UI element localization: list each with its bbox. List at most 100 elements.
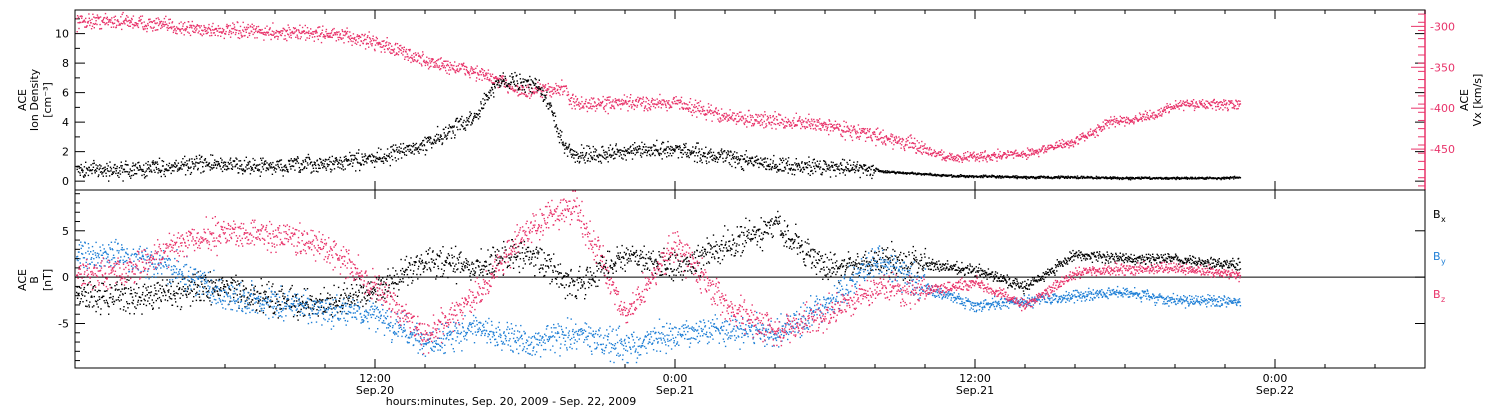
- data-point: [492, 82, 495, 84]
- data-point: [548, 88, 550, 90]
- data-point: [594, 151, 597, 153]
- data-point: [940, 174, 942, 177]
- data-point: [260, 29, 262, 32]
- data-point: [202, 162, 205, 164]
- data-point: [157, 168, 160, 170]
- data-point: [1089, 128, 1092, 130]
- data-point: [785, 158, 787, 160]
- data-point: [456, 68, 459, 70]
- data-point: [858, 136, 860, 138]
- data-point: [521, 86, 524, 89]
- data-point: [141, 22, 143, 24]
- data-point: [923, 145, 925, 147]
- data-point: [964, 176, 967, 179]
- data-point: [941, 153, 944, 155]
- data-point: [891, 170, 893, 173]
- data-point: [965, 176, 968, 178]
- data-point: [597, 156, 599, 159]
- data-point: [697, 155, 699, 157]
- data-point: [778, 170, 780, 172]
- data-point: [605, 104, 607, 107]
- data-point: [301, 164, 303, 166]
- data-point: [1117, 122, 1119, 124]
- data-point: [137, 162, 139, 164]
- data-point: [81, 17, 83, 19]
- data-point: [648, 107, 650, 109]
- data-point: [751, 162, 753, 165]
- data-point: [127, 164, 129, 166]
- data-point: [543, 90, 545, 92]
- data-point: [149, 18, 151, 20]
- data-point: [331, 36, 333, 39]
- data-point: [1016, 154, 1018, 157]
- data-point: [584, 102, 586, 105]
- data-point: [249, 173, 252, 175]
- data-point: [590, 157, 593, 159]
- data-point: [404, 58, 406, 60]
- data-point: [286, 29, 288, 32]
- data-point: [1111, 177, 1114, 179]
- data-point: [862, 172, 864, 174]
- data-point: [708, 152, 711, 154]
- data-point: [427, 140, 429, 142]
- data-point: [1107, 119, 1109, 122]
- data-point: [866, 128, 869, 130]
- data-point: [409, 144, 411, 147]
- data-point: [945, 175, 947, 177]
- data-point: [1116, 177, 1118, 179]
- data-point: [331, 169, 333, 171]
- data-point: [1105, 119, 1107, 121]
- data-point: [1206, 106, 1208, 108]
- data-point: [613, 107, 616, 110]
- data-point: [844, 139, 846, 141]
- data-point: [647, 146, 649, 149]
- data-point: [977, 153, 979, 155]
- data-point: [187, 166, 189, 168]
- data-point: [1211, 101, 1213, 103]
- data-point: [192, 162, 194, 165]
- data-point: [630, 94, 632, 96]
- data-point: [856, 136, 859, 138]
- data-point: [670, 105, 672, 107]
- data-point: [496, 83, 499, 86]
- data-point: [592, 98, 594, 100]
- data-point: [371, 43, 373, 45]
- data-point: [580, 107, 582, 109]
- data-point: [142, 170, 144, 172]
- data-point: [153, 20, 156, 22]
- data-point: [482, 74, 485, 76]
- data-point: [434, 141, 436, 143]
- data-point: [1195, 102, 1197, 104]
- data-point: [1086, 136, 1088, 139]
- data-point: [622, 99, 625, 102]
- data-point: [719, 121, 721, 123]
- data-point: [457, 65, 459, 67]
- data-point: [896, 141, 899, 143]
- data-point: [222, 162, 225, 164]
- data-point: [946, 175, 949, 177]
- data-point: [957, 174, 959, 177]
- data-point: [558, 86, 561, 88]
- data-point: [1056, 176, 1058, 178]
- data-point: [742, 118, 745, 120]
- data-point: [838, 165, 840, 167]
- data-point: [831, 126, 833, 128]
- data-point: [441, 143, 443, 146]
- data-point: [392, 148, 394, 151]
- data-point: [337, 163, 339, 165]
- data-point: [521, 81, 523, 83]
- data-point: [435, 140, 437, 142]
- data-point: [1194, 107, 1196, 109]
- data-point: [87, 22, 89, 24]
- data-point: [539, 88, 542, 91]
- data-point: [180, 161, 183, 163]
- data-point: [750, 116, 752, 119]
- data-point: [436, 125, 439, 128]
- data-point: [1006, 175, 1008, 177]
- data-point: [210, 29, 212, 32]
- data-point: [408, 49, 410, 51]
- data-point: [1104, 119, 1106, 121]
- data-point: [548, 91, 551, 93]
- data-point: [238, 168, 241, 170]
- data-point: [702, 155, 704, 158]
